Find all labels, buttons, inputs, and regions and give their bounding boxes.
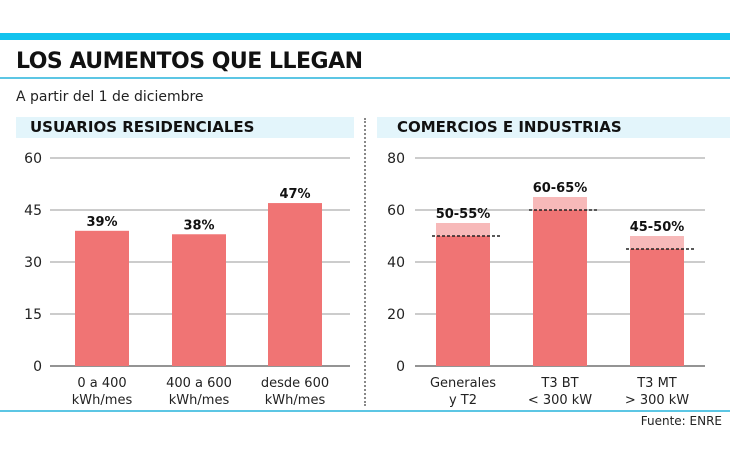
y-tick-label: 30 xyxy=(24,255,42,271)
bar xyxy=(268,203,322,366)
bar xyxy=(533,210,587,366)
bar xyxy=(436,236,490,366)
bar-range xyxy=(436,223,490,236)
y-tick-label: 60 xyxy=(24,151,42,167)
title-divider xyxy=(0,77,730,79)
y-tick-label: 45 xyxy=(24,203,42,219)
y-tick-label: 20 xyxy=(387,307,405,323)
x-tick-label: > 300 kW xyxy=(625,393,689,408)
data-label: 60-65% xyxy=(533,181,588,196)
x-tick-label: 0 a 400 xyxy=(77,376,126,391)
section-header-residential: USUARIOS RESIDENCIALES xyxy=(16,117,354,138)
bar xyxy=(172,234,226,366)
source-note: Fuente: ENRE xyxy=(640,414,722,428)
subtitle: A partir del 1 de diciembre xyxy=(16,89,204,105)
y-tick-label: 80 xyxy=(387,151,405,167)
section-header-commercial: COMERCIOS E INDUSTRIAS xyxy=(377,117,730,138)
data-label: 45-50% xyxy=(630,220,685,235)
x-tick-label: kWh/mes xyxy=(72,393,133,408)
bottom-divider xyxy=(0,410,730,412)
data-label: 47% xyxy=(279,187,310,202)
x-tick-label: desde 600 xyxy=(261,376,329,391)
y-tick-label: 60 xyxy=(387,203,405,219)
x-tick-label: 400 a 600 xyxy=(166,376,232,391)
y-tick-label: 15 xyxy=(24,307,42,323)
x-tick-label: Generales xyxy=(430,376,496,391)
top-accent-bar xyxy=(0,33,730,40)
bar-range xyxy=(630,236,684,249)
data-label: 38% xyxy=(183,218,214,233)
x-tick-label: T3 MT xyxy=(636,376,677,391)
bar xyxy=(630,249,684,366)
y-tick-label: 0 xyxy=(33,359,42,375)
x-tick-label: T3 BT xyxy=(540,376,578,391)
data-label: 39% xyxy=(86,215,117,230)
bar xyxy=(75,230,129,366)
y-tick-label: 40 xyxy=(387,255,405,271)
x-tick-label: < 300 kW xyxy=(528,393,592,408)
x-tick-label: kWh/mes xyxy=(169,393,230,408)
bar-range xyxy=(533,197,587,210)
x-tick-label: kWh/mes xyxy=(265,393,326,408)
section-divider xyxy=(364,118,366,406)
x-tick-label: y T2 xyxy=(449,393,477,408)
page-title: LOS AUMENTOS QUE LLEGAN xyxy=(16,49,363,74)
y-tick-label: 0 xyxy=(396,359,405,375)
data-label: 50-55% xyxy=(436,207,491,222)
